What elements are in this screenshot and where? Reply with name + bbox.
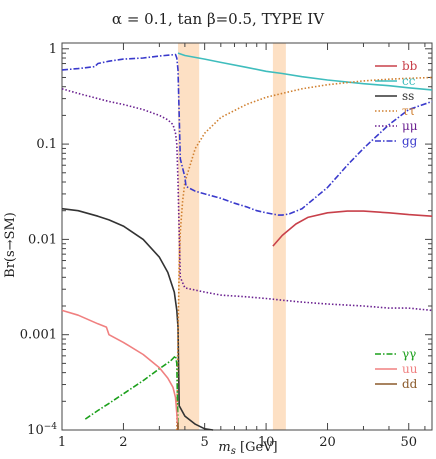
x-tick-label: 10: [258, 435, 275, 450]
legend-label: dd: [402, 377, 418, 391]
series-line-uu: [61, 309, 179, 431]
series-line-gg: [61, 53, 433, 216]
legend-label: ss: [402, 89, 414, 103]
x-tick-label: 50: [400, 435, 417, 450]
plot-frame: [61, 42, 433, 431]
legend-label: uu: [402, 362, 418, 376]
legend-label: cc: [402, 74, 416, 88]
y-tick-label: 0.01: [28, 232, 57, 247]
series-line-μμ: [61, 88, 433, 312]
shaded-band-1: [177, 43, 200, 430]
axes: 1 2 5 10 20 50 10−4 0.001 0.01 0.1 1: [20, 42, 433, 450]
legend-label: ττ: [402, 104, 416, 118]
legend-label: μμ: [402, 119, 418, 133]
legend-label: bb: [402, 59, 418, 73]
series-lines: [61, 52, 433, 431]
shaded-bands: [177, 43, 286, 430]
series-line-bb: [272, 210, 433, 247]
series-line-cc: [177, 52, 433, 91]
series-line-ss: [61, 207, 214, 431]
x-axis-label-unit: [GeV]: [236, 440, 278, 455]
y-tick-label: 10−4: [27, 422, 57, 438]
x-tick-label: 5: [201, 435, 209, 450]
series-line-γγ: [84, 354, 179, 431]
x-axis-label-subscript: s: [231, 446, 236, 457]
x-tick-label: 1: [58, 435, 66, 450]
x-axis-label: ms [GeV]: [218, 440, 277, 457]
series-line-ττ: [176, 76, 433, 431]
y-tick-label: 0.001: [20, 328, 57, 343]
y-tick-label: 0.1: [36, 137, 57, 152]
shaded-band-2: [272, 43, 286, 430]
x-tick-label: 2: [119, 435, 127, 450]
x-axis-label-symbol: m: [218, 440, 230, 455]
legend-label: γγ: [402, 347, 416, 361]
x-tick-label: 20: [319, 435, 336, 450]
legend-label: gg: [402, 134, 418, 148]
y-axis-label: Br(s→SM): [3, 212, 18, 278]
chart-title: α = 0.1, tan β=0.5, TYPE IV: [112, 10, 325, 28]
y-tick-label: 1: [49, 42, 57, 57]
